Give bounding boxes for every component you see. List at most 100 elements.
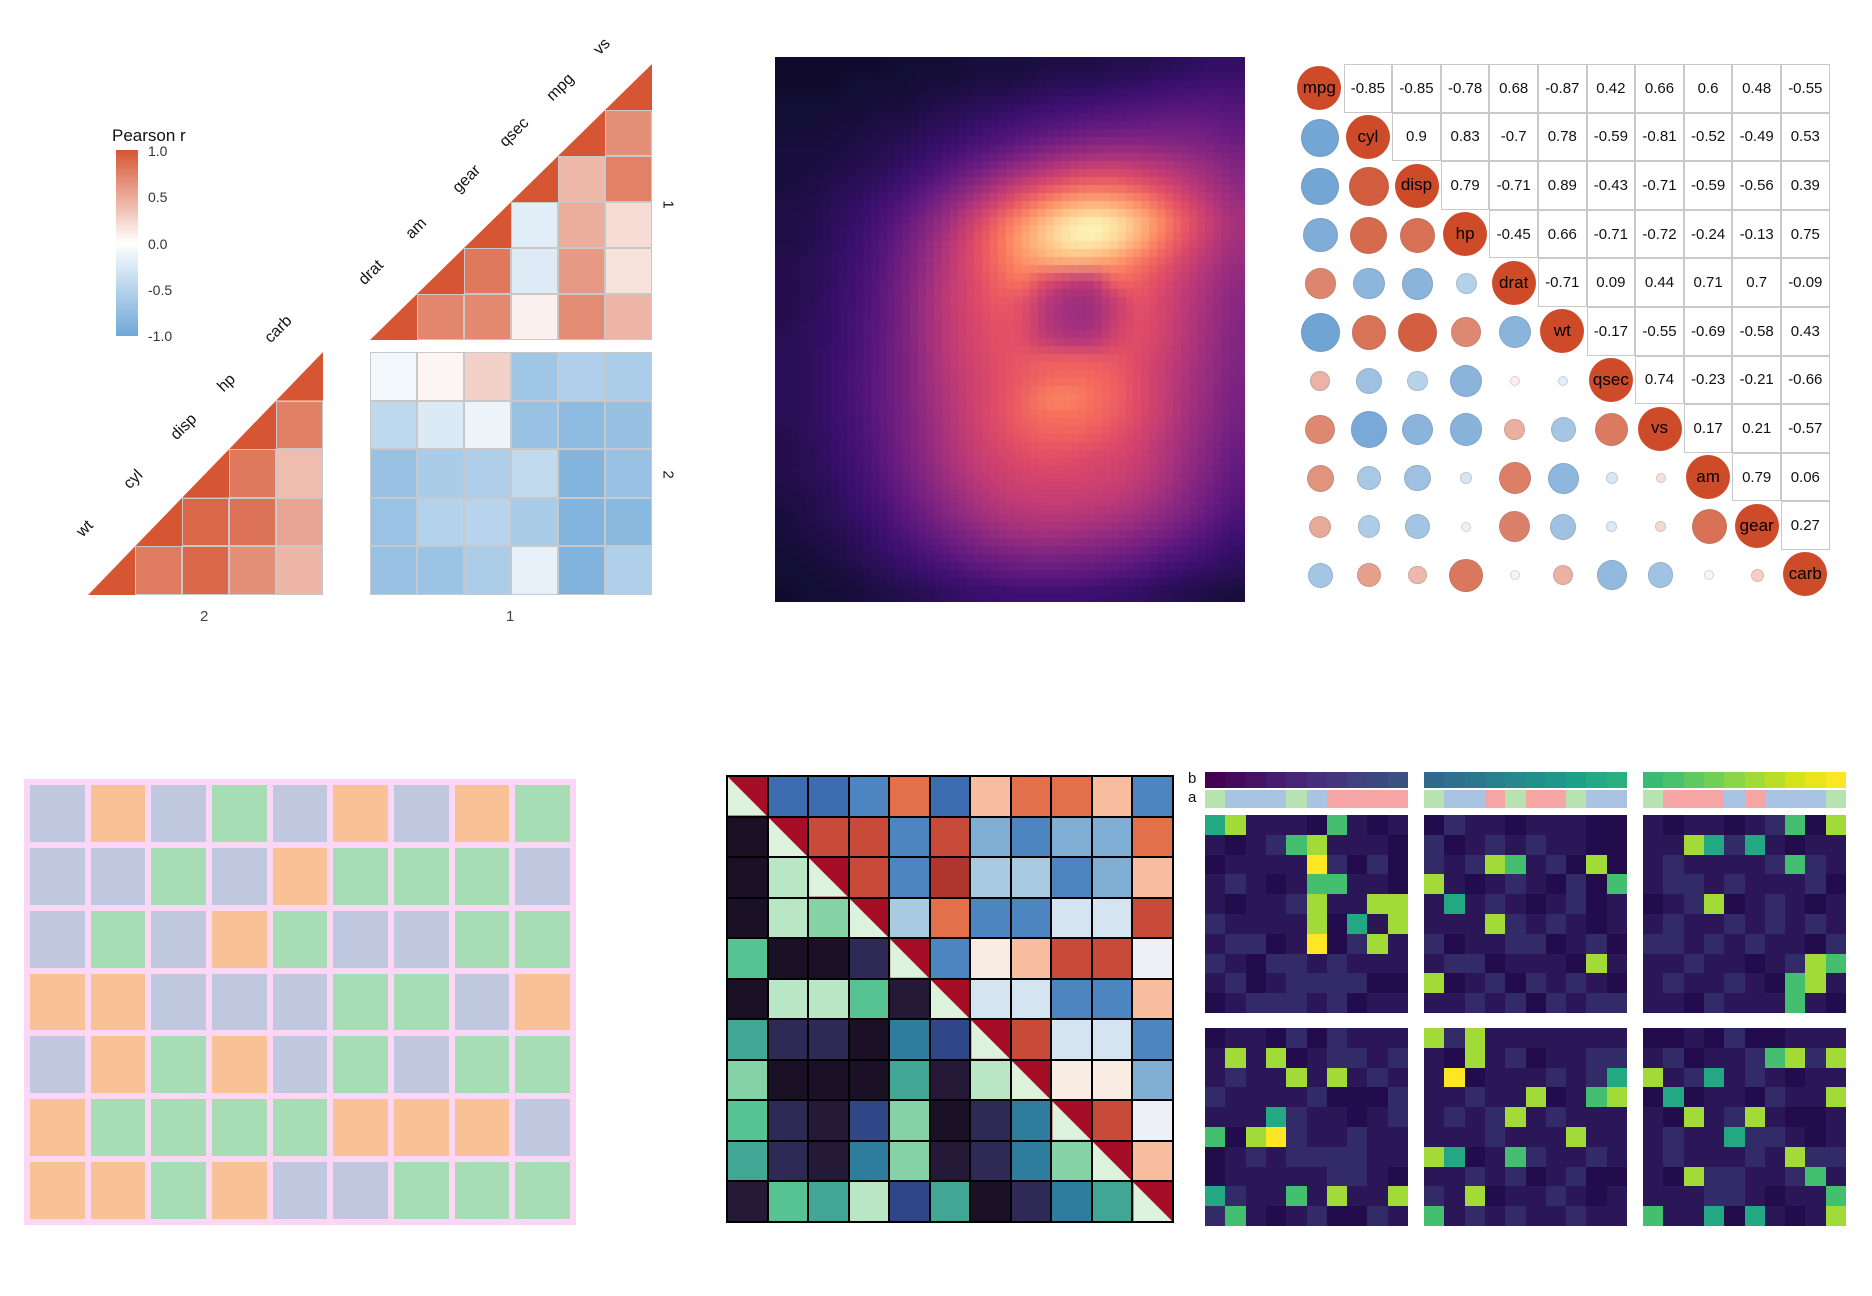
heatmap-cell bbox=[1464, 854, 1486, 875]
corr-heat-cell bbox=[182, 497, 229, 547]
heatmap-cell bbox=[1566, 1166, 1587, 1187]
corr-value-cell: 0.78 bbox=[1538, 112, 1587, 162]
split-matrix-panel bbox=[726, 775, 1174, 1223]
heatmap-cell bbox=[1306, 914, 1328, 935]
heatmap-cell bbox=[1424, 1206, 1445, 1227]
heatmap-cell bbox=[1505, 1186, 1526, 1207]
heatmap-cell bbox=[1744, 933, 1766, 955]
heatmap-cell bbox=[1724, 953, 1745, 974]
heatmap-cell bbox=[1724, 1107, 1745, 1128]
heatmap-cell bbox=[1703, 1067, 1725, 1088]
corr-value-cell: -0.56 bbox=[1732, 161, 1781, 210]
heatmap-cell bbox=[1744, 953, 1766, 974]
corr-cross-cell bbox=[417, 497, 464, 547]
pastel-cell bbox=[212, 1036, 267, 1094]
corr-value-cell: 0.71 bbox=[1683, 258, 1733, 307]
heatmap-cell bbox=[1286, 1107, 1307, 1128]
pastel-cell bbox=[212, 910, 267, 968]
pastel-grid-panel bbox=[24, 779, 576, 1225]
legend-tick: 1.0 bbox=[148, 143, 168, 159]
heatmap-cell bbox=[1606, 1166, 1628, 1187]
heatmap-cell bbox=[1306, 1206, 1328, 1227]
corr-value-cell: 0.21 bbox=[1732, 404, 1781, 453]
pastel-cell bbox=[333, 785, 388, 842]
heatmap-cell bbox=[1683, 1146, 1705, 1168]
heatmap-cell bbox=[1367, 1107, 1389, 1128]
heatmap-cell bbox=[1286, 1067, 1307, 1088]
annotation-b-cell bbox=[1566, 772, 1587, 788]
corr-cross-cell bbox=[417, 352, 464, 401]
pastel-cell bbox=[454, 847, 510, 905]
corr-cross-cell bbox=[370, 546, 417, 595]
matrix-cell bbox=[971, 777, 1010, 816]
heatmap-cell bbox=[1663, 993, 1685, 1014]
heatmap-cell bbox=[1347, 1206, 1368, 1227]
heatmap-cell bbox=[1484, 1186, 1506, 1207]
heatmap-cell bbox=[1505, 1087, 1526, 1108]
pastel-cell bbox=[151, 973, 206, 1031]
corr-circle bbox=[1595, 412, 1629, 447]
pastel-cell bbox=[30, 973, 85, 1031]
corr-cross-cell bbox=[605, 497, 652, 547]
matrix-cell bbox=[1133, 1060, 1172, 1100]
pastel-cell bbox=[394, 973, 449, 1031]
heatmap-cell bbox=[1825, 1087, 1847, 1108]
heatmap-cell bbox=[1586, 894, 1608, 915]
corr-value-cell: -0.78 bbox=[1440, 64, 1490, 113]
pastel-cell bbox=[515, 1036, 570, 1094]
matrix-cell bbox=[971, 1060, 1010, 1100]
annotation-b-cell bbox=[1703, 772, 1725, 788]
heatmap-cell bbox=[1566, 1146, 1587, 1168]
corr-heat-cell bbox=[605, 202, 652, 248]
heatmap-cell bbox=[1464, 1127, 1486, 1148]
heatmap-cell bbox=[1724, 993, 1745, 1014]
corr-value-cell: 0.79 bbox=[1440, 161, 1490, 210]
heatmap-cell bbox=[1744, 834, 1766, 856]
heatmap-cell bbox=[1484, 914, 1506, 935]
heatmap-cell bbox=[1464, 1186, 1486, 1207]
heatmap-cell bbox=[1484, 1107, 1506, 1128]
heatmap-cell bbox=[1326, 973, 1348, 994]
heatmap-cell bbox=[1387, 854, 1409, 875]
heatmap-cell bbox=[1225, 874, 1247, 895]
pastel-cell bbox=[30, 847, 85, 905]
corr-circle bbox=[1550, 416, 1576, 443]
heatmap-cell bbox=[1825, 993, 1847, 1014]
heatmap-cell bbox=[1347, 1107, 1368, 1128]
pastel-cell bbox=[212, 1099, 267, 1157]
heatmap-cell bbox=[1444, 1146, 1466, 1168]
heatmap-cell bbox=[1586, 1127, 1608, 1148]
heatmap-cell bbox=[1387, 1067, 1409, 1088]
heatmap-cell bbox=[1205, 973, 1226, 994]
corr-circle bbox=[1307, 562, 1333, 588]
pastel-cell bbox=[90, 1162, 146, 1219]
annotation-a-cell bbox=[1805, 790, 1827, 808]
heatmap-cell bbox=[1505, 834, 1526, 856]
heatmap-cell bbox=[1785, 933, 1806, 955]
heatmap-cell bbox=[1805, 815, 1827, 836]
annotation-a-cell bbox=[1245, 790, 1267, 808]
heatmap-cell bbox=[1545, 993, 1567, 1014]
heatmap-cell bbox=[1586, 1087, 1608, 1108]
pastel-cell bbox=[90, 910, 146, 968]
heatmap-cell bbox=[1744, 973, 1766, 994]
matrix-cell bbox=[930, 1141, 970, 1181]
heatmap-cell bbox=[1367, 1028, 1389, 1049]
heatmap-cell bbox=[1724, 815, 1745, 836]
matrix-diagonal-cell bbox=[1133, 1182, 1172, 1221]
x-axis-facet-label: 2 bbox=[200, 608, 209, 625]
heatmap-cell bbox=[1785, 1186, 1806, 1207]
heatmap-cell bbox=[1545, 1127, 1567, 1148]
corr-cross-cell bbox=[370, 497, 417, 547]
annotation-b-cell bbox=[1286, 772, 1307, 788]
corr-circle bbox=[1655, 521, 1666, 533]
heatmap-cell bbox=[1484, 1028, 1506, 1049]
heatmap-cell bbox=[1703, 993, 1725, 1014]
heatmap-cell bbox=[1347, 1047, 1368, 1069]
pastel-cell bbox=[272, 1162, 328, 1219]
corr-heat-cell bbox=[464, 294, 511, 340]
corr-circle bbox=[1547, 462, 1579, 494]
matrix-cell bbox=[1052, 1182, 1091, 1221]
matrix-cell bbox=[1133, 817, 1172, 857]
